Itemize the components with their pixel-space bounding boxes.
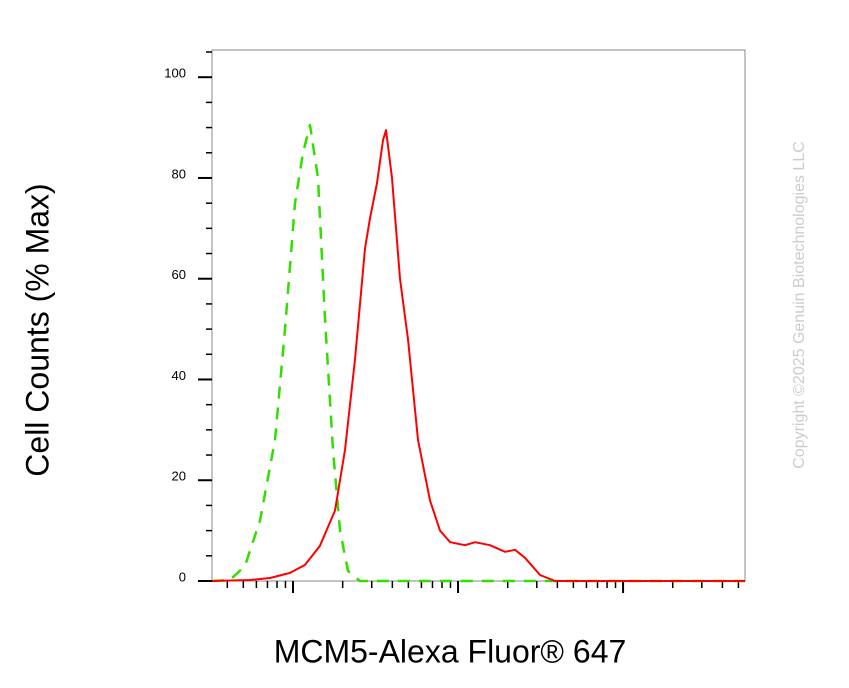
y-tick-label: 60 (172, 267, 186, 282)
plot-frame (211, 49, 746, 582)
x-axis-label: MCM5-Alexa Fluor® 647 (274, 633, 627, 669)
data-line (211, 129, 745, 582)
y-tick-label: 80 (172, 166, 186, 181)
y-tick-label: 0 (179, 569, 186, 584)
data-line (211, 123, 745, 583)
y-tick-label: 20 (172, 469, 186, 484)
y-tick-label: 40 (172, 368, 186, 383)
y-axis-label: Cell Counts (% Max) (19, 183, 55, 476)
watermark: Copyright ©2025 Genuin Biotechnologies L… (791, 141, 808, 469)
y-tick-label: 100 (164, 66, 186, 81)
